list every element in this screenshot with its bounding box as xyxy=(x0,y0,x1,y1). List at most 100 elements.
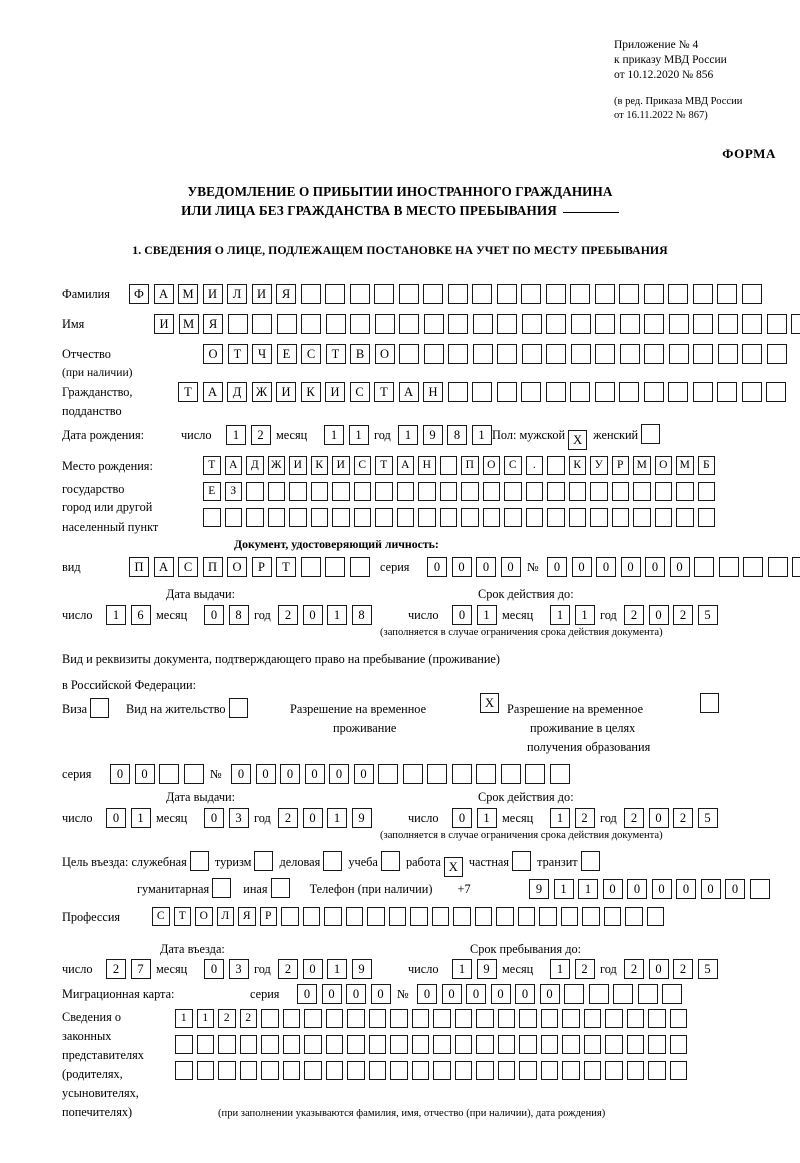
char-cell[interactable] xyxy=(525,764,545,784)
char-cell[interactable] xyxy=(399,344,419,364)
char-cell[interactable] xyxy=(539,907,557,926)
char-cell[interactable]: 1 xyxy=(476,808,497,828)
char-cell[interactable]: 8 xyxy=(228,605,249,625)
char-cell[interactable]: Т xyxy=(325,344,346,364)
char-cell[interactable] xyxy=(742,344,762,364)
char-cell[interactable] xyxy=(368,1061,386,1080)
char-cell[interactable] xyxy=(324,907,342,926)
char-cell[interactable]: А xyxy=(224,456,242,475)
char-cell[interactable]: М xyxy=(633,456,651,475)
char-cell[interactable] xyxy=(590,482,608,501)
char-cell[interactable] xyxy=(246,508,264,527)
char-cell[interactable] xyxy=(717,344,738,364)
char-cell[interactable]: Я xyxy=(276,284,296,304)
char-cell[interactable]: 0 xyxy=(451,557,472,577)
char-cell[interactable] xyxy=(196,1035,214,1054)
char-cell[interactable] xyxy=(519,1035,537,1054)
char-cell[interactable] xyxy=(439,508,457,527)
char-cell[interactable]: О xyxy=(374,344,395,364)
char-cell[interactable] xyxy=(496,907,514,926)
char-cell[interactable]: А xyxy=(202,382,223,402)
purpose-work-checkbox[interactable]: X xyxy=(443,857,463,877)
char-cell[interactable]: 0 xyxy=(539,984,560,1004)
char-cell[interactable] xyxy=(496,382,517,402)
char-cell[interactable]: Т xyxy=(203,456,221,475)
char-cell[interactable] xyxy=(454,1009,472,1028)
char-cell[interactable]: 0 xyxy=(204,808,224,828)
char-cell[interactable] xyxy=(643,284,664,304)
char-cell[interactable] xyxy=(545,284,566,304)
char-cell[interactable] xyxy=(461,508,479,527)
char-cell[interactable] xyxy=(289,508,307,527)
char-cell[interactable]: 0 xyxy=(346,984,366,1004)
char-cell[interactable] xyxy=(304,1061,322,1080)
char-cell[interactable] xyxy=(603,907,621,926)
char-cell[interactable] xyxy=(353,508,371,527)
char-cell[interactable]: 9 xyxy=(422,425,443,445)
char-cell[interactable] xyxy=(276,314,297,334)
char-cell[interactable] xyxy=(476,1061,494,1080)
char-cell[interactable] xyxy=(619,344,640,364)
char-cell[interactable] xyxy=(239,1035,257,1054)
purpose-business-checkbox[interactable] xyxy=(323,851,343,871)
char-cell[interactable]: 8 xyxy=(447,425,467,445)
char-cell[interactable]: К xyxy=(300,382,321,402)
char-cell[interactable]: 0 xyxy=(302,808,323,828)
char-cell[interactable] xyxy=(282,1035,300,1054)
char-cell[interactable] xyxy=(433,1009,451,1028)
char-cell[interactable] xyxy=(175,1035,193,1054)
char-cell[interactable]: 0 xyxy=(370,984,391,1004)
char-cell[interactable] xyxy=(302,907,320,926)
char-cell[interactable] xyxy=(568,482,586,501)
char-cell[interactable] xyxy=(588,984,609,1004)
char-cell[interactable] xyxy=(595,344,615,364)
char-cell[interactable] xyxy=(482,482,500,501)
char-cell[interactable] xyxy=(521,314,542,334)
char-cell[interactable] xyxy=(345,907,363,926)
purpose-tourism-checkbox[interactable] xyxy=(254,851,274,871)
char-cell[interactable] xyxy=(570,382,590,402)
char-cell[interactable]: 1 xyxy=(578,879,598,899)
char-cell[interactable] xyxy=(521,284,541,304)
char-cell[interactable]: И xyxy=(251,284,272,304)
char-cell[interactable] xyxy=(605,1061,623,1080)
char-cell[interactable] xyxy=(388,907,406,926)
char-cell[interactable] xyxy=(545,382,566,402)
char-cell[interactable]: 1 xyxy=(106,605,126,625)
char-cell[interactable]: 0 xyxy=(280,764,300,784)
char-cell[interactable] xyxy=(648,1061,666,1080)
char-cell[interactable]: А xyxy=(398,382,419,402)
char-cell[interactable] xyxy=(461,482,479,501)
char-cell[interactable] xyxy=(648,1035,666,1054)
char-cell[interactable] xyxy=(646,907,664,926)
char-cell[interactable] xyxy=(547,508,565,527)
char-cell[interactable]: И xyxy=(154,314,174,334)
char-cell[interactable]: 3 xyxy=(228,808,249,828)
char-cell[interactable]: 0 xyxy=(627,879,647,899)
char-cell[interactable] xyxy=(472,284,492,304)
char-cell[interactable] xyxy=(300,284,321,304)
char-cell[interactable] xyxy=(439,456,457,475)
char-cell[interactable]: 1 xyxy=(550,605,570,625)
char-cell[interactable] xyxy=(378,764,398,784)
char-cell[interactable] xyxy=(353,482,371,501)
char-cell[interactable] xyxy=(227,314,248,334)
char-cell[interactable]: 0 xyxy=(547,557,567,577)
char-cell[interactable] xyxy=(423,284,443,304)
char-cell[interactable] xyxy=(496,284,517,304)
char-cell[interactable]: Л xyxy=(227,284,247,304)
char-cell[interactable] xyxy=(625,907,643,926)
char-cell[interactable] xyxy=(697,508,715,527)
char-cell[interactable]: 0 xyxy=(255,764,276,784)
char-cell[interactable]: Д xyxy=(246,456,264,475)
char-cell[interactable] xyxy=(694,557,714,577)
char-cell[interactable]: 1 xyxy=(327,605,347,625)
purpose-study-checkbox[interactable] xyxy=(380,851,400,871)
char-cell[interactable] xyxy=(454,1061,472,1080)
char-cell[interactable]: 2 xyxy=(673,808,693,828)
char-cell[interactable]: Я xyxy=(203,314,223,334)
